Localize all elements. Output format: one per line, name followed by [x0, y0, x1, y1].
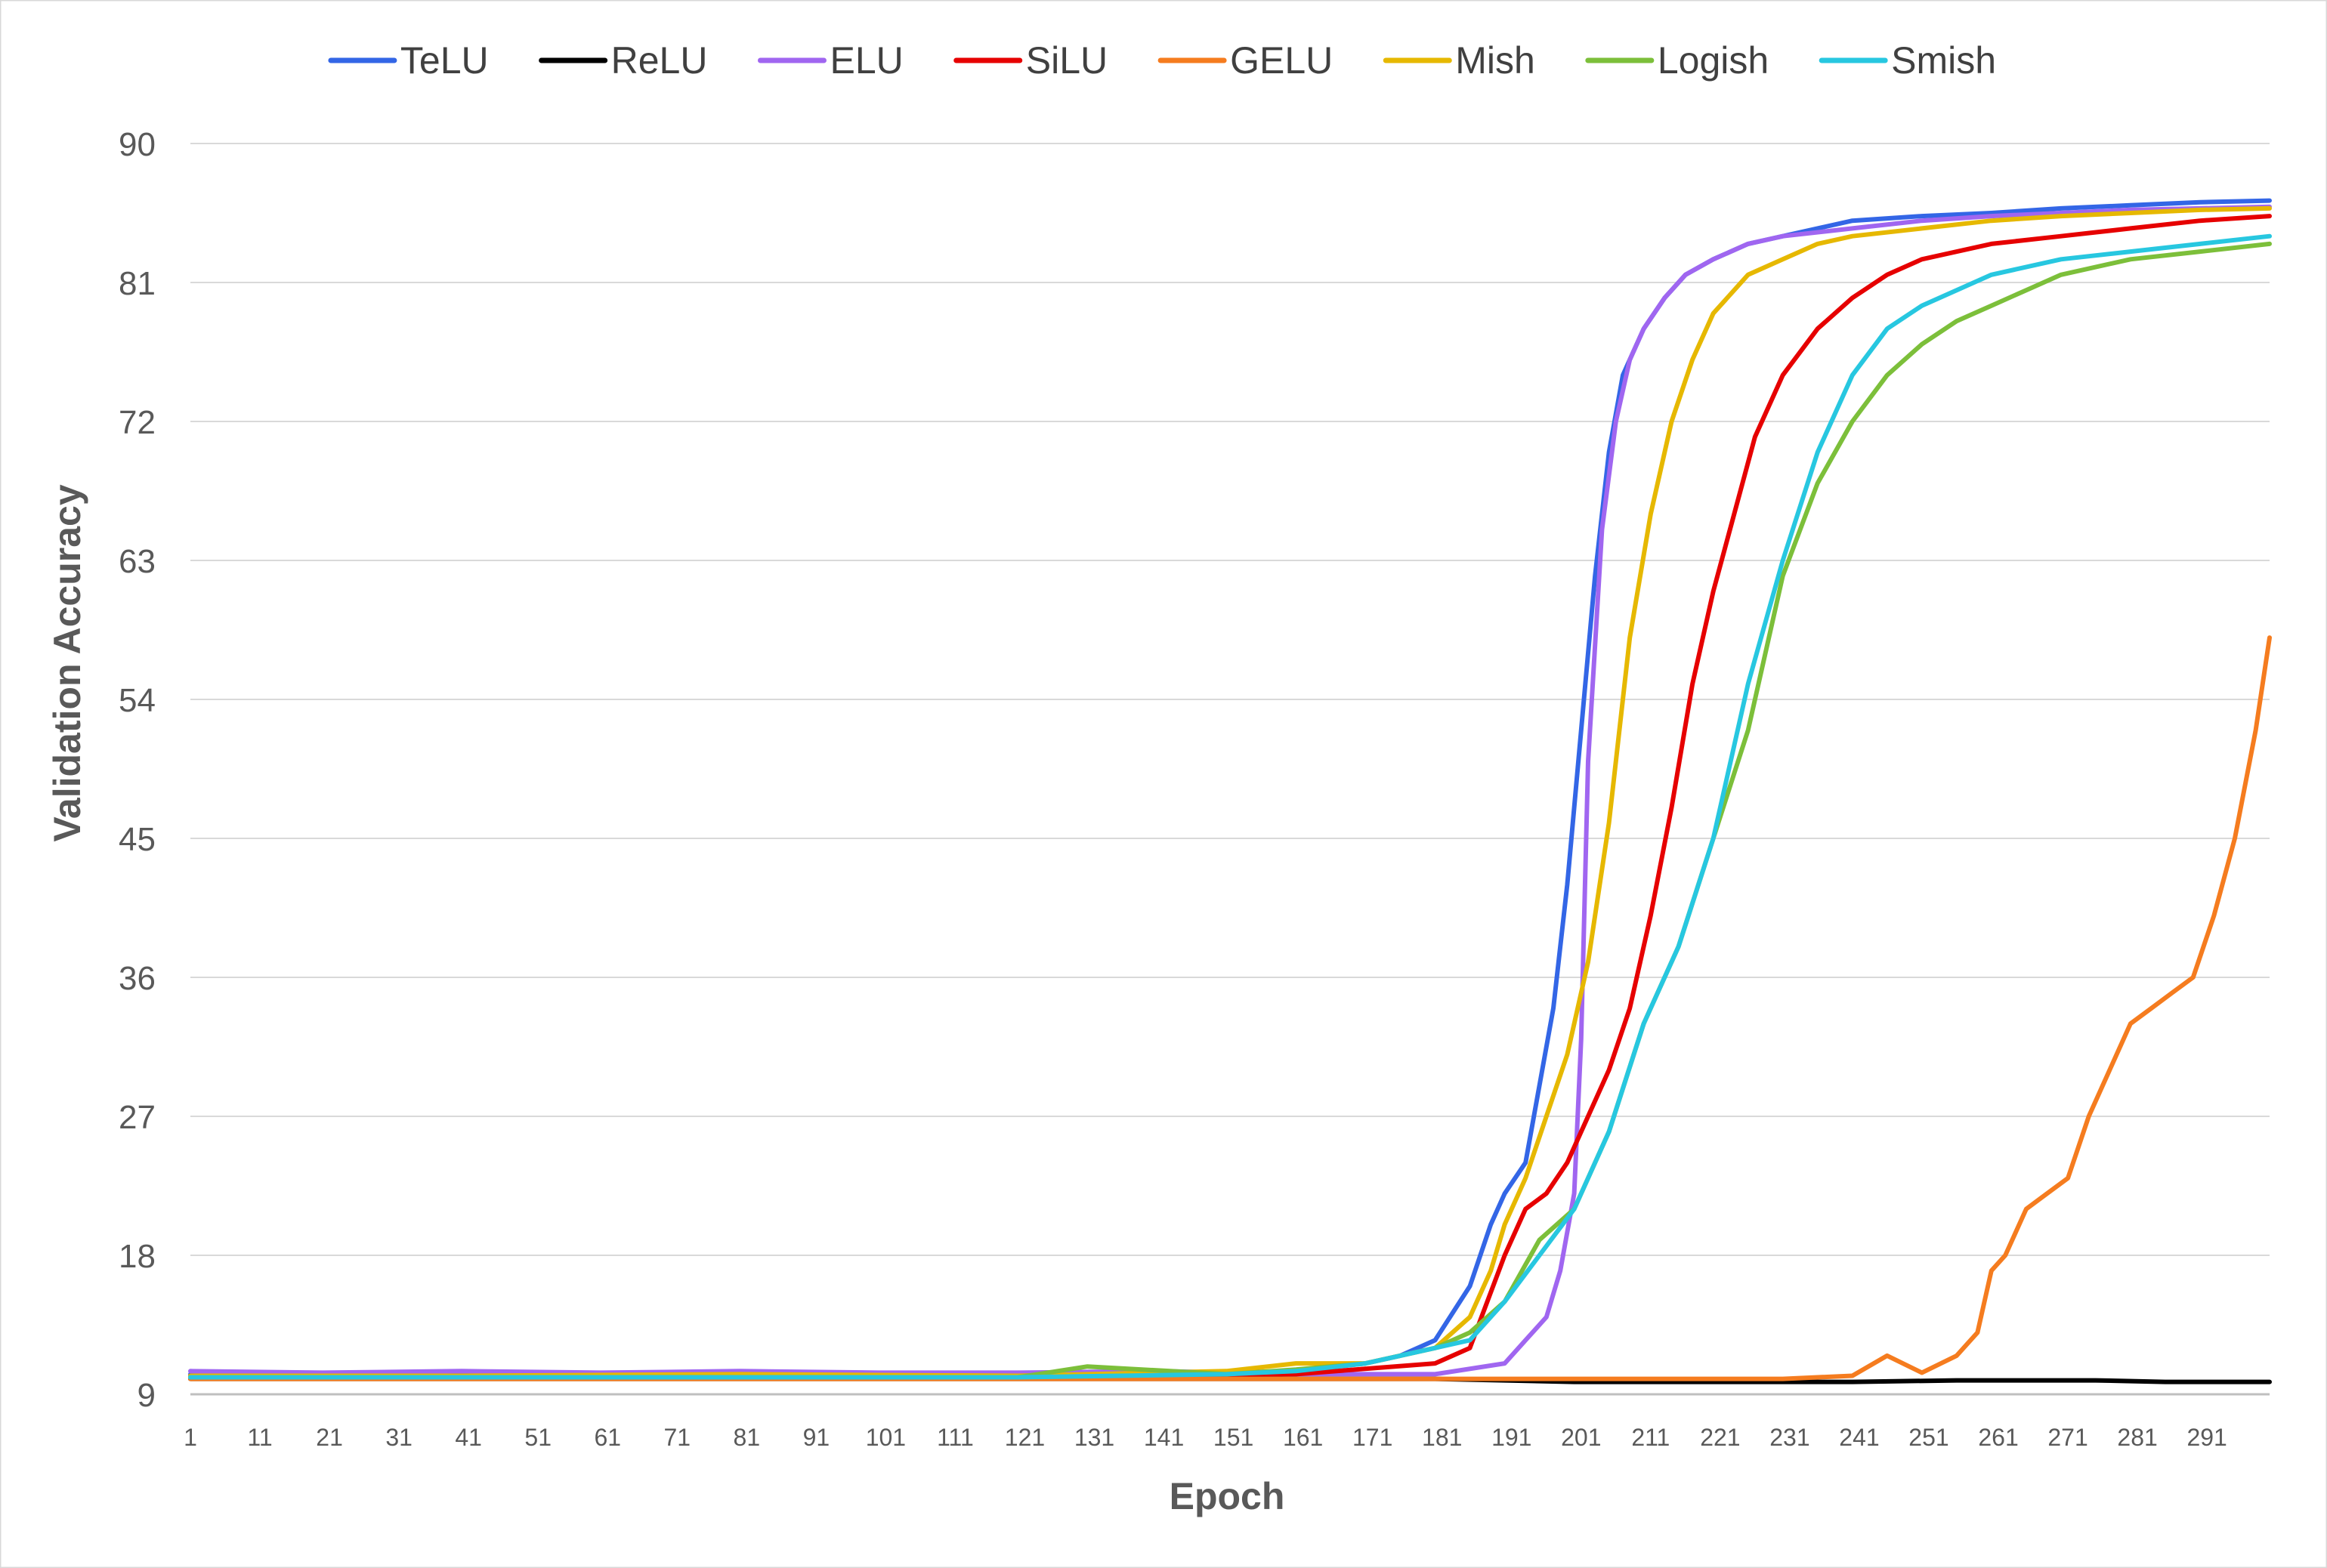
x-tick-label: 261: [1978, 1424, 2018, 1451]
x-tick-label: 101: [866, 1424, 906, 1451]
x-tick-label: 71: [663, 1424, 691, 1451]
x-tick-label: 161: [1283, 1424, 1323, 1451]
x-tick-label: 201: [1561, 1424, 1601, 1451]
y-tick-label: 18: [119, 1238, 156, 1275]
legend-item-smish: Smish: [1819, 39, 1996, 82]
x-axis-ticks: 1 11 21 31 41 51 61 71 81 91 101 111 121 131 141 151 161…: [184, 1424, 2227, 1451]
x-tick-label: 121: [1005, 1424, 1045, 1451]
series-line-gelu: [188, 635, 2272, 1381]
x-tick-label: 31: [385, 1424, 413, 1451]
y-tick-label: 63: [119, 543, 156, 580]
x-tick-label: 1: [184, 1424, 197, 1451]
legend-label: SiLU: [1026, 39, 1108, 82]
legend-item-gelu: GELU: [1157, 39, 1333, 82]
x-tick-label: 281: [2117, 1424, 2157, 1451]
x-tick-label: 241: [1839, 1424, 1879, 1451]
x-tick-label: 141: [1144, 1424, 1184, 1451]
x-tick-label: 21: [316, 1424, 343, 1451]
x-axis-title: Epoch: [1170, 1475, 1285, 1517]
x-tick-label: 11: [247, 1424, 272, 1451]
y-tick-label: 72: [119, 404, 156, 441]
x-tick-label: 181: [1422, 1424, 1462, 1451]
x-tick-label: 231: [1769, 1424, 1809, 1451]
y-tick-label: 54: [119, 682, 156, 719]
legend-item-relu: ReLU: [539, 39, 708, 82]
x-tick-label: 251: [1908, 1424, 1948, 1451]
series-line-elu: [188, 204, 2272, 1377]
x-tick-label: 291: [2186, 1424, 2227, 1451]
legend-label: TeLU: [400, 39, 489, 82]
x-tick-label: 211: [1631, 1424, 1670, 1451]
y-tick-label: 81: [119, 265, 156, 302]
y-tick-label: 90: [119, 126, 156, 163]
x-tick-label: 131: [1074, 1424, 1114, 1451]
x-tick-label: 151: [1213, 1424, 1253, 1451]
series-line-mish: [188, 205, 2272, 1378]
x-tick-label: 81: [734, 1424, 761, 1451]
series-lines: [188, 198, 2272, 1384]
x-tick-label: 171: [1352, 1424, 1392, 1451]
legend-label: Logish: [1658, 39, 1769, 82]
x-tick-label: 51: [524, 1424, 552, 1451]
legend-item-silu: SiLU: [953, 39, 1108, 82]
gridlines: [190, 143, 2270, 1396]
x-tick-label: 111: [937, 1424, 974, 1451]
x-tick-label: 61: [594, 1424, 621, 1451]
legend-item-mish: Mish: [1383, 39, 1535, 82]
x-tick-label: 91: [803, 1424, 830, 1451]
legend: TeLU ReLU ELU SiLU GELU Mish Logish Smish: [328, 39, 1996, 82]
legend-label: ReLU: [611, 39, 708, 82]
y-tick-label: 27: [119, 1099, 156, 1136]
series-line-smish: [188, 233, 2272, 1380]
x-tick-label: 191: [1491, 1424, 1531, 1451]
legend-label: GELU: [1230, 39, 1333, 82]
series-line-silu: [188, 214, 2272, 1378]
y-axis-ticks: 9 18 27 36 45 54 63 72 81 90: [119, 126, 156, 1414]
x-tick-label: 271: [2047, 1424, 2088, 1451]
legend-item-telu: TeLU: [328, 39, 489, 82]
legend-label: ELU: [830, 39, 903, 82]
legend-item-elu: ELU: [757, 39, 904, 82]
y-tick-label: 45: [119, 821, 156, 858]
y-tick-label: 36: [119, 960, 156, 997]
y-axis-title: Validation Accuracy: [46, 484, 88, 842]
y-tick-label: 9: [138, 1377, 156, 1414]
legend-label: Smish: [1891, 39, 1996, 82]
x-tick-label: 41: [455, 1424, 482, 1451]
x-tick-label: 221: [1700, 1424, 1740, 1451]
legend-item-logish: Logish: [1585, 39, 1769, 82]
legend-label: Mish: [1455, 39, 1535, 82]
